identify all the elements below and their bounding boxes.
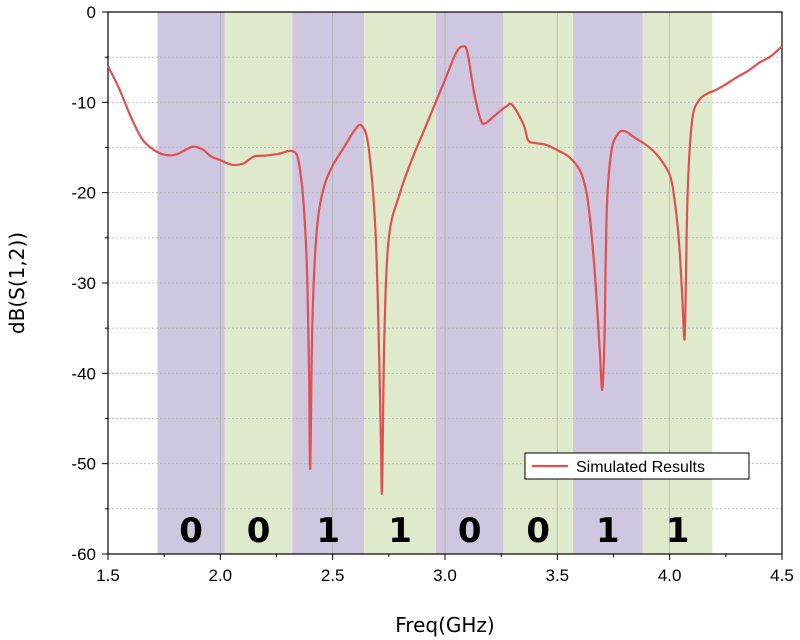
x-tick-label: 2.5 <box>321 566 345 585</box>
bit-labels: 0 0 1 1 0 0 1 1 <box>179 511 689 551</box>
series <box>107 45 783 495</box>
band-green <box>224 12 293 554</box>
y-tick-label: -20 <box>71 184 96 203</box>
x-tick-label: 3.5 <box>546 566 570 585</box>
y-tick-label: -10 <box>71 93 96 112</box>
x-tick-label: 2.0 <box>209 566 233 585</box>
series-line-simulated-results <box>107 45 783 495</box>
bit-label: 1 <box>596 511 620 551</box>
bit-label: 0 <box>247 511 271 551</box>
x-tick-label: 3.0 <box>433 566 457 585</box>
bit-label: 0 <box>526 511 550 551</box>
legend-entry-label: Simulated Results <box>576 459 705 476</box>
bit-label: 0 <box>179 511 203 551</box>
band-purple <box>157 12 225 554</box>
axis-ticks: 1.5 2.0 2.5 3.0 3.5 4.0 4.5 0 -10 -20 -30 -40 -50 -60 <box>71 3 793 585</box>
bit-label: 0 <box>458 511 482 551</box>
x-tick-label: 1.5 <box>96 566 120 585</box>
legend: Simulated Results <box>524 452 750 480</box>
y-axis-title: dB(S(1,2)) <box>5 232 29 334</box>
y-tick-label: -40 <box>71 364 96 383</box>
x-tick-label: 4.5 <box>770 566 794 585</box>
bit-label: 1 <box>666 511 690 551</box>
y-tick-label: -30 <box>71 274 96 293</box>
x-tick-label: 4.0 <box>658 566 682 585</box>
x-axis-title: Freq(GHz) <box>395 613 494 637</box>
y-tick-label: -60 <box>71 545 96 564</box>
y-tick-label: 0 <box>87 3 96 22</box>
bit-label: 1 <box>316 511 340 551</box>
y-tick-label: -50 <box>71 455 96 474</box>
bit-label: 1 <box>388 511 412 551</box>
